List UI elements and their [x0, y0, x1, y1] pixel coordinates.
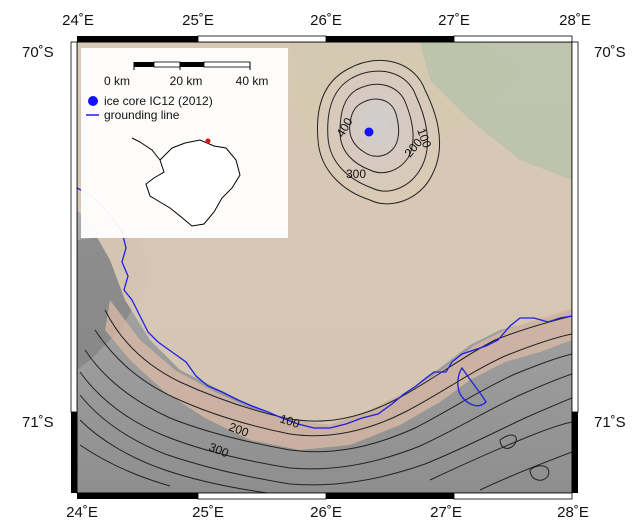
contour-label-100-shelf: 100 [278, 412, 302, 432]
frame-ticks [70, 35, 579, 500]
legend-ice-core-symbol [88, 96, 98, 106]
scale-label-0: 0 km [104, 74, 130, 88]
contour-label-100-dome: 100 [414, 126, 434, 150]
legend-ice-core-label: ice core IC12 (2012) [104, 94, 213, 108]
contour-label-300-dome: 300 [346, 167, 366, 181]
scale-labels: 0 km 20 km 40 km [104, 74, 268, 88]
lon-bottom-25: 25˚E [192, 504, 224, 521]
lon-labels-bottom: 24˚E 25˚E 26˚E 27˚E 28˚E [66, 504, 589, 521]
grounding-line [77, 187, 572, 429]
antarctica-outline [145, 139, 241, 227]
lat-left-71: 71˚S [22, 414, 54, 431]
lat-right-70: 70˚S [594, 44, 626, 61]
green-overlay [420, 42, 572, 180]
inset-panel: 0 km 20 km 40 km ice core IC12 (2012) gr… [81, 48, 288, 238]
grounding-line-loop [457, 366, 487, 407]
map-area [77, 42, 572, 493]
scale-bar [133, 61, 251, 70]
lon-top-27: 27˚E [438, 12, 470, 29]
scale-label-20: 20 km [170, 74, 203, 88]
lon-bottom-26: 26˚E [310, 504, 342, 521]
lat-left-70: 70˚S [22, 44, 54, 61]
ice-core-marker [364, 127, 374, 137]
lat-labels: 70˚S 70˚S 71˚S 71˚S [22, 44, 626, 431]
grounding-zone-band [105, 300, 572, 450]
legend-grounding-line-label: grounding line [104, 108, 180, 122]
lon-bottom-28: 28˚E [557, 504, 589, 521]
lon-top-28: 28˚E [559, 12, 591, 29]
legend: ice core IC12 (2012) grounding line [86, 94, 213, 122]
study-area-marker [205, 138, 211, 144]
scale-label-40: 40 km [236, 74, 269, 88]
lon-bottom-24: 24˚E [66, 504, 98, 521]
lon-bottom-27: 27˚E [430, 504, 462, 521]
lat-right-71: 71˚S [594, 414, 626, 431]
rumple-contours [316, 59, 440, 205]
lon-top-26: 26˚E [310, 12, 342, 29]
lon-top-25: 25˚E [182, 12, 214, 29]
shelf-contours [79, 309, 572, 493]
lon-labels-top: 24˚E 25˚E 26˚E 27˚E 28˚E [62, 12, 591, 29]
antarctic-peninsula [131, 137, 161, 161]
ice-rise-dome [317, 60, 440, 204]
lon-top-24: 24˚E [62, 12, 94, 29]
contour-label-200-shelf: 200 [227, 420, 251, 440]
